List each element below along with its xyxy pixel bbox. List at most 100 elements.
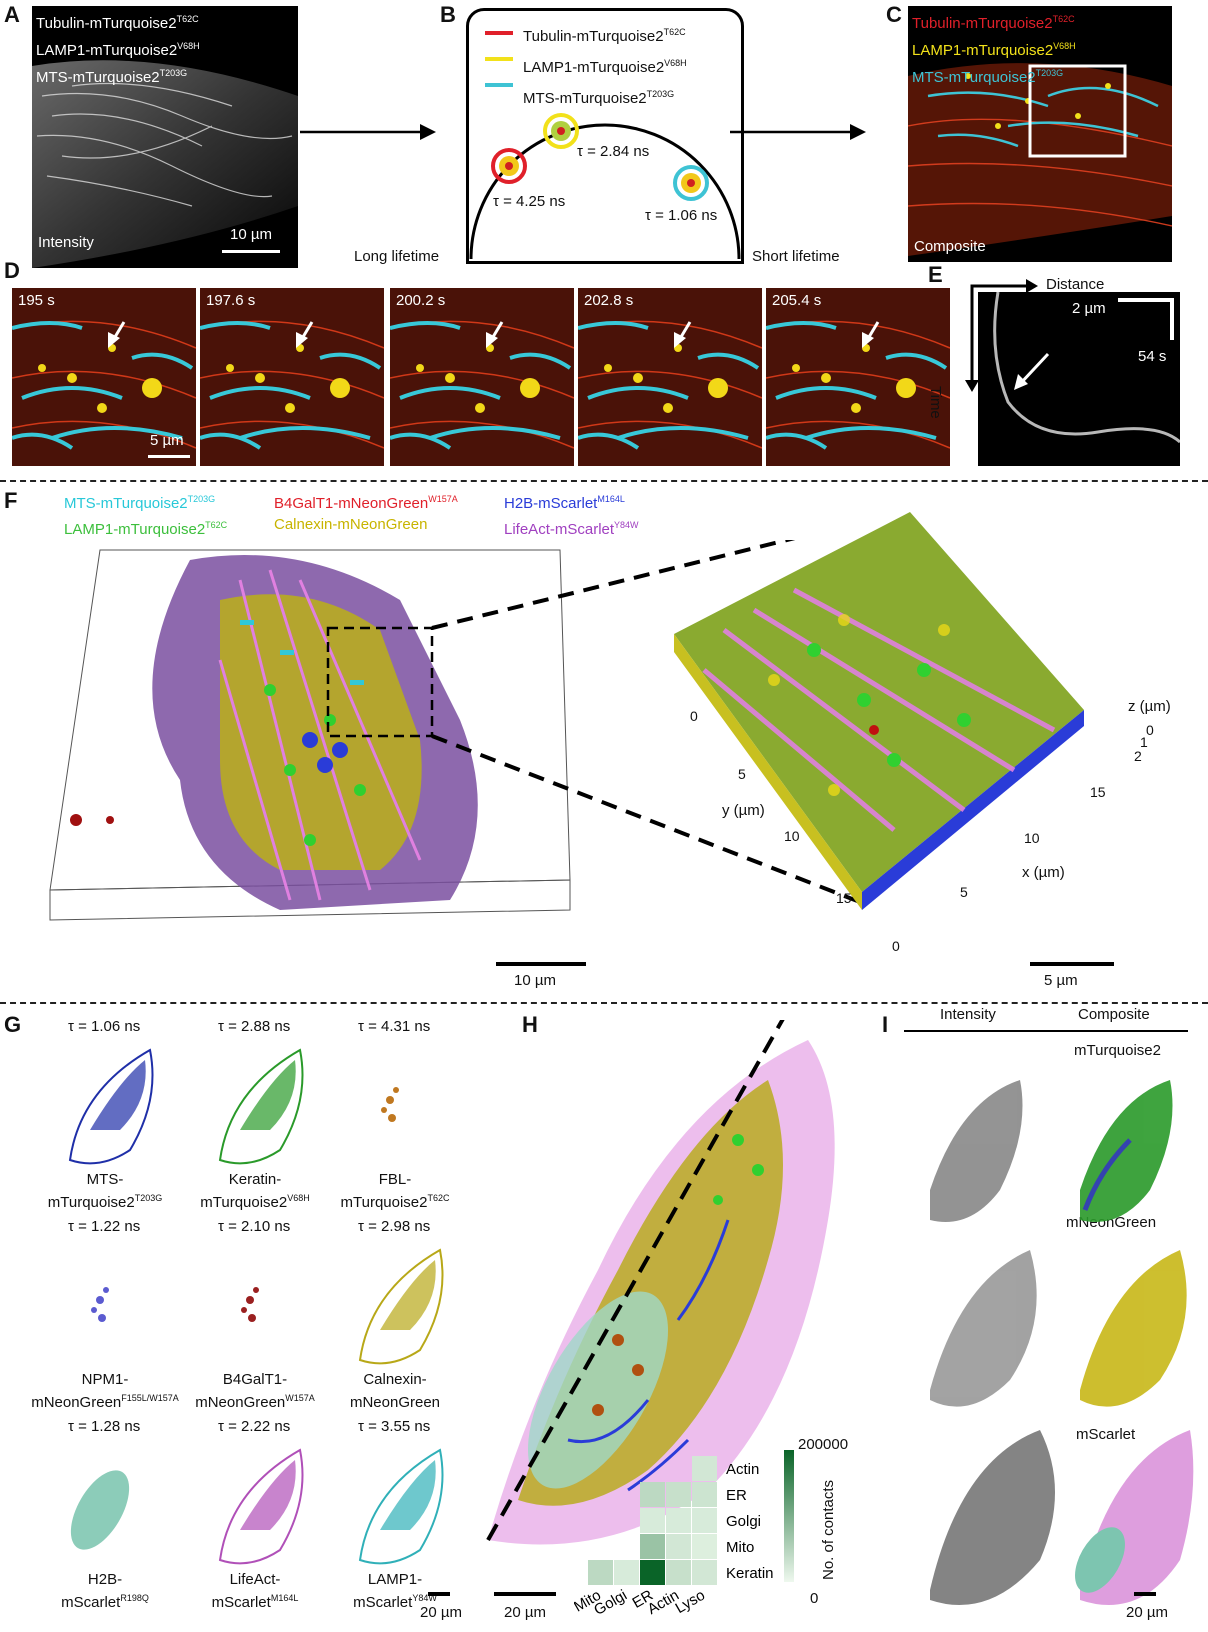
f-ytick-10: 10 [784, 828, 800, 844]
divider-1 [0, 480, 1208, 482]
colorbar-label: No. of contacts [820, 1479, 837, 1580]
heatmap-cell [640, 1482, 665, 1507]
f-xtick-15: 15 [1090, 784, 1106, 800]
g-item-image [358, 1448, 444, 1565]
g-item-tau: τ = 2.98 ns [358, 1218, 431, 1235]
g-item-image [68, 1048, 154, 1165]
composite-image [908, 63, 1172, 257]
arrow-a-b [300, 124, 436, 140]
long-lifetime-label: Long lifetime [354, 248, 440, 265]
panel-label-d: D [4, 258, 20, 283]
a-label-1: Tubulin-mTurquoise2T62C [36, 14, 199, 32]
phasor-semicircle [469, 113, 741, 260]
e-scale-y-label: 54 s [1138, 348, 1167, 365]
frame-time-label: 205.4 s [772, 292, 822, 309]
g-item-caption: B4GalT1- mNeonGreenW157A [195, 1371, 315, 1411]
heatmap-cell [666, 1508, 691, 1533]
arrow-b-c [730, 124, 866, 140]
b-legend-3: MTS-mTurquoise2T203G [485, 81, 687, 112]
i-images [930, 1080, 1194, 1605]
timelapse-frame: 195 s [12, 288, 196, 466]
g-item-caption: LAMP1- mScarletY84W [353, 1571, 437, 1611]
g-item: τ = 1.06 ns MTS-mTurquoise2T203G [30, 1018, 180, 1218]
f-ztick-1: 1 [1140, 734, 1148, 750]
b-tau-2: τ = 2.84 ns [577, 143, 650, 160]
g-item-tau: τ = 2.10 ns [218, 1218, 291, 1235]
panel-label-h: H [522, 1012, 538, 1037]
a-scale-label: 10 µm [230, 226, 272, 243]
f-ytick-5: 5 [738, 766, 746, 782]
i-scale-bar [1134, 1592, 1156, 1596]
e-distance-label: Distance [1046, 276, 1105, 293]
f-scale-label-right: 5 µm [1044, 972, 1078, 989]
f-ztick-0: 0 [1146, 722, 1154, 738]
g-item-tau: τ = 1.06 ns [68, 1018, 141, 1035]
f-y-label: y (µm) [722, 802, 765, 819]
g-item-tau: τ = 3.55 ns [358, 1418, 431, 1435]
f-xtick-10: 10 [1024, 830, 1040, 846]
heatmap-row-label: Actin [726, 1461, 759, 1478]
frame-time-label: 202.8 s [584, 292, 634, 309]
heatmap-row-label: Mito [726, 1539, 754, 1556]
panel-label-e: E [928, 262, 943, 287]
f-ytick-0: 0 [690, 708, 698, 724]
panel-label-i: I [882, 1012, 889, 1037]
panel-a-image: Tubulin-mTurquoise2T62C LAMP1-mTurquoise… [32, 6, 298, 268]
heatmap-cell [692, 1456, 717, 1481]
panel-c-image: Tubulin-mTurquoise2T62C LAMP1-mTurquoise… [908, 6, 1172, 262]
f-z-label: z (µm) [1128, 698, 1171, 715]
f-xtick-5: 5 [960, 884, 968, 900]
heatmap-row-label: Keratin [726, 1565, 774, 1582]
f-legend-5: Calnexin-mNeonGreen [274, 516, 428, 533]
heatmap-cell [692, 1560, 717, 1585]
h-scale-label: 20 µm [504, 1604, 546, 1621]
e-time-label: Time [927, 386, 944, 419]
intensity-image [32, 60, 298, 268]
h-scale-bar [494, 1592, 556, 1596]
timelapse-frame: 202.8 s [578, 288, 762, 466]
heatmap-cell [640, 1508, 665, 1533]
g-item-caption: Calnexin-mNeonGreen [349, 1371, 441, 1411]
g-item-caption: MTS-mTurquoise2T203G [47, 1171, 163, 1211]
g-item-image [381, 1087, 399, 1122]
g-item-tau: τ = 4.31 ns [358, 1018, 431, 1035]
short-lifetime-label: Short lifetime [752, 248, 840, 265]
panel-label-f: F [4, 488, 18, 513]
f-scale-bar-left [496, 962, 586, 966]
b-legend-1: Tubulin-mTurquoise2T62C [485, 19, 687, 50]
b-legend-2: LAMP1-mTurquoise2V68H [485, 50, 687, 81]
d-scale-bar [148, 455, 190, 458]
heatmap-cell [666, 1534, 691, 1559]
panel-label-c: C [886, 2, 902, 27]
g-scale-bar [428, 1592, 450, 1596]
phasor-box: Tubulin-mTurquoise2T62C LAMP1-mTurquoise… [466, 8, 744, 264]
g-item-image [70, 1470, 130, 1550]
panel-label-a: A [4, 2, 20, 27]
g-item-image [218, 1448, 304, 1565]
g-item-caption: H2B-mScarletR198Q [61, 1571, 149, 1611]
g-item: τ = 2.88 ns Keratin-mTurquoise2V68H [180, 1018, 330, 1218]
heatmap-cell [692, 1508, 717, 1533]
timelapse-frame: 200.2 s [390, 288, 574, 466]
f-legend-3: H2B-mScarletM164L [504, 494, 625, 512]
g-item-caption: NPM1- mNeonGreenF155L/W157A [31, 1371, 179, 1411]
f-scale-label-left: 10 µm [514, 972, 556, 989]
g-item-caption: Keratin-mTurquoise2V68H [200, 1171, 310, 1211]
panel-label-g: G [4, 1012, 22, 1037]
g-item-tau: τ = 2.22 ns [218, 1418, 291, 1435]
heatmap-cell [692, 1534, 717, 1559]
h-3d-render [486, 1020, 835, 1545]
g-item: τ = 2.98 ns Calnexin-mNeonGreen [320, 1218, 470, 1418]
g-item-tau: τ = 1.22 ns [68, 1218, 141, 1235]
g-item-image [91, 1287, 109, 1322]
g-scale-label: 20 µm [420, 1604, 462, 1621]
f-legend-4: LAMP1-mTurquoise2T62C [64, 520, 228, 538]
g-item: τ = 1.22 ns NPM1- mNeonGreenF155L/W157A [30, 1218, 180, 1418]
timelapse-frame: 197.6 s [200, 288, 384, 466]
heatmap-col-label: Lyso [673, 1587, 708, 1617]
f-legend-2: B4GalT1-mNeonGreenW157A [274, 494, 458, 512]
divider-2 [0, 1002, 1208, 1004]
b-tau-1: τ = 4.25 ns [493, 193, 566, 210]
g-item-caption: LifeAct-mScarletM164L [211, 1571, 299, 1611]
